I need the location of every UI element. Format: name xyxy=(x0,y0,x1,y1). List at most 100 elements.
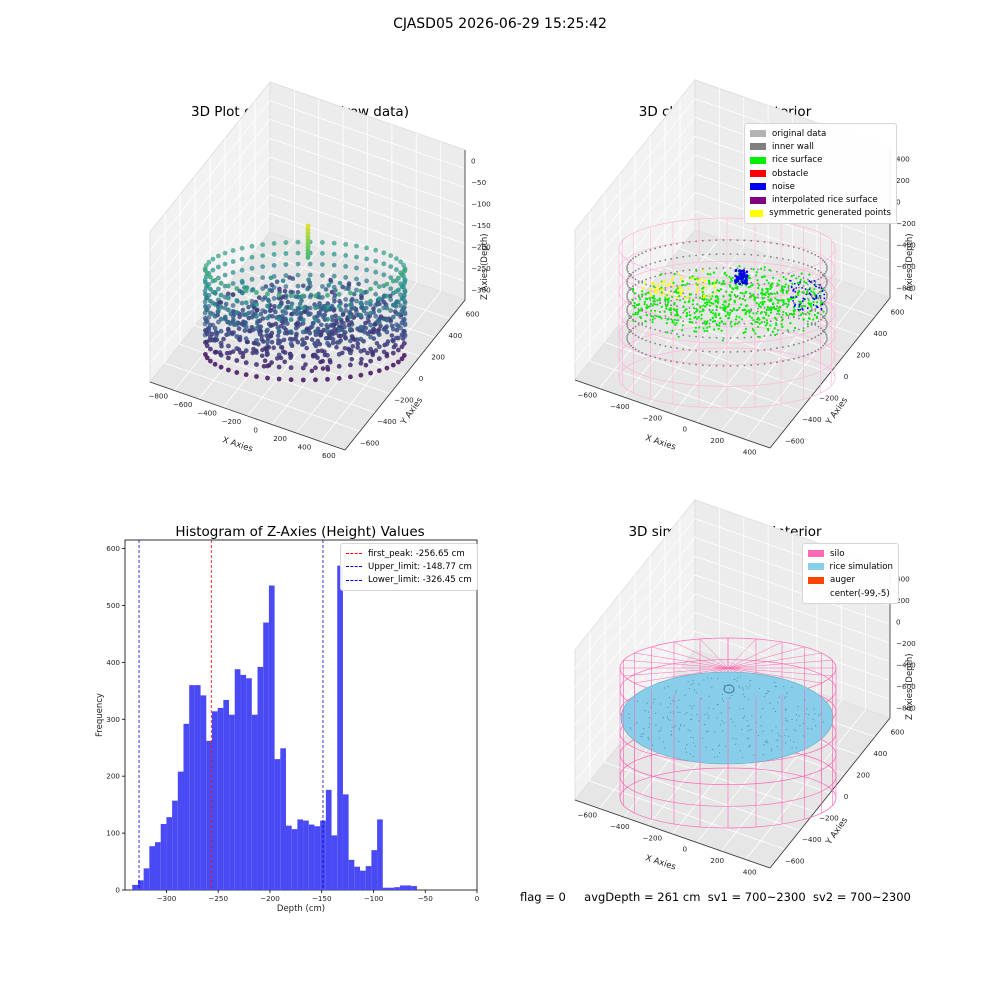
rice-point xyxy=(693,316,696,319)
mesh-point xyxy=(663,687,666,689)
wall-point xyxy=(384,365,390,371)
wall-point xyxy=(343,275,349,280)
inner-wall-point xyxy=(701,253,704,256)
inner-wall-point xyxy=(634,283,637,286)
inner-wall-point xyxy=(682,241,685,244)
rice-point xyxy=(780,323,783,326)
rice-point xyxy=(767,295,770,298)
inner-wall-point xyxy=(626,309,628,311)
inner-wall-point xyxy=(632,271,634,274)
inner-wall-point xyxy=(659,260,661,263)
inner-wall-point xyxy=(750,308,753,311)
surface-point xyxy=(280,309,286,314)
inner-wall-point xyxy=(641,280,644,283)
inner-wall-point xyxy=(763,297,766,299)
rice-point xyxy=(721,307,725,310)
mesh-point xyxy=(778,696,780,698)
surface-point xyxy=(349,356,355,362)
inner-wall-point xyxy=(787,331,790,333)
rice-point xyxy=(658,297,661,300)
rice-point xyxy=(702,304,705,307)
wall-point xyxy=(325,376,330,382)
wall-point xyxy=(260,275,266,280)
inner-wall-point xyxy=(637,254,640,256)
rice-point xyxy=(813,288,816,291)
rice-point xyxy=(694,278,697,281)
legend-item: symmetric generated points xyxy=(750,207,891,220)
x-tick-label: −600 xyxy=(577,811,597,820)
wall-point xyxy=(234,358,240,363)
rice-point xyxy=(773,327,776,330)
inner-wall-point xyxy=(627,319,629,321)
inner-wall-point xyxy=(750,336,753,339)
inner-wall-point xyxy=(641,337,644,340)
surface-point xyxy=(260,347,265,353)
mesh-point xyxy=(654,712,657,715)
wall-point xyxy=(276,352,282,358)
mesh-point xyxy=(787,735,790,737)
rice-point xyxy=(650,309,653,312)
inner-wall-point xyxy=(626,295,628,297)
mesh-point xyxy=(742,693,744,696)
rice-point xyxy=(719,317,722,320)
legend-item: noise xyxy=(750,180,891,193)
rice-point xyxy=(786,305,789,309)
inner-wall-point xyxy=(817,325,820,328)
rice-point xyxy=(740,303,743,306)
inner-wall-point xyxy=(807,320,809,323)
rice-point xyxy=(770,286,773,289)
wall-point xyxy=(234,298,240,303)
y-tick-label: −600 xyxy=(785,856,805,865)
rice-point xyxy=(644,293,647,296)
inner-wall-point xyxy=(715,267,718,270)
inner-wall-point xyxy=(630,330,632,333)
rice-point xyxy=(791,313,795,316)
surface-point xyxy=(269,282,275,288)
x-tick-label: 200 xyxy=(273,434,287,443)
inner-wall-point xyxy=(654,247,656,250)
mesh-point xyxy=(628,717,630,719)
inner-wall-point xyxy=(701,364,704,367)
mesh-point xyxy=(785,717,787,719)
rice-point xyxy=(771,292,774,295)
rice-point xyxy=(797,293,800,297)
rice-point xyxy=(780,289,783,292)
inner-wall-point xyxy=(649,355,652,357)
inner-wall-point xyxy=(763,321,766,323)
rice-point xyxy=(663,280,667,283)
legend-item: silo xyxy=(808,547,893,560)
wall-point xyxy=(243,336,249,342)
wall-point xyxy=(313,365,318,371)
wall-point xyxy=(325,340,330,346)
rice-point xyxy=(716,279,719,282)
wall-point xyxy=(203,280,208,285)
rice-point xyxy=(667,301,670,304)
mesh-point xyxy=(732,737,734,740)
inner-wall-point xyxy=(645,264,647,267)
surface-point xyxy=(340,312,346,318)
inner-wall-point xyxy=(649,341,652,343)
inner-wall-point xyxy=(817,269,820,272)
rice-point xyxy=(632,313,635,316)
wall-point xyxy=(212,349,218,355)
x-tick-label: 400 xyxy=(743,867,757,876)
inner-wall-point xyxy=(810,337,813,340)
legend-item: Upper_limit: -148.77 cm xyxy=(346,560,472,573)
grid-line xyxy=(574,136,696,287)
wall-point xyxy=(325,304,330,310)
rice-point xyxy=(806,323,809,326)
wall-point xyxy=(203,292,208,297)
rice-point xyxy=(641,290,644,293)
x-tick-label: −400 xyxy=(610,402,630,411)
wall-point xyxy=(230,281,236,286)
rice-point xyxy=(735,315,738,318)
legend-line-swatch xyxy=(346,553,362,555)
wall-point xyxy=(376,320,382,326)
surface-point xyxy=(274,279,280,285)
surface-point xyxy=(295,294,300,300)
surface-point xyxy=(373,348,379,353)
mesh-point xyxy=(820,713,822,715)
surface-point xyxy=(257,329,262,335)
rice-point xyxy=(679,287,682,290)
rice-point xyxy=(774,297,777,300)
